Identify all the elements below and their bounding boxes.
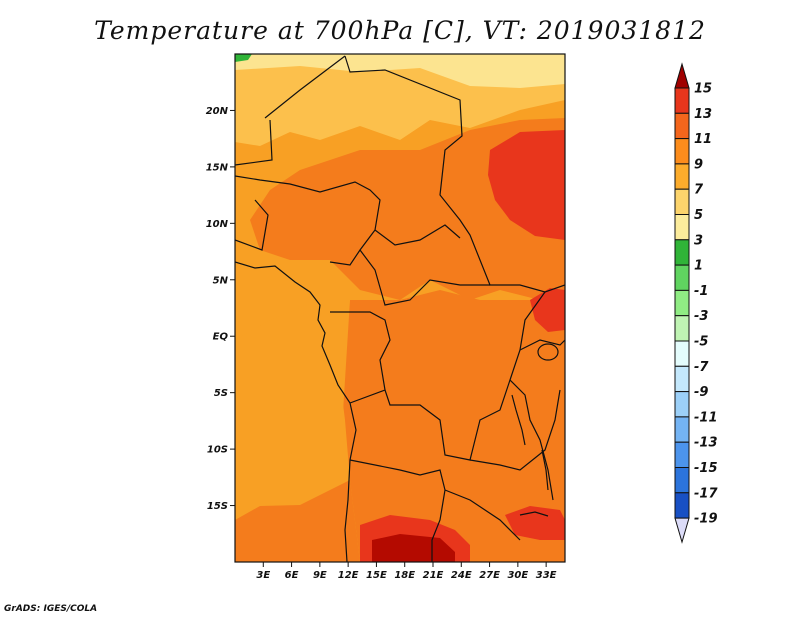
coastline-west <box>235 261 357 562</box>
border-congo <box>330 291 546 461</box>
field-hottest-south <box>372 534 455 562</box>
lon-tick-label: 6E <box>285 570 299 581</box>
colorbar-label: 1 <box>694 259 703 274</box>
lon-tick-label: 12E <box>338 570 359 581</box>
lakes <box>511 343 559 517</box>
latitude-axis: 20N 15N 10N 5N EQ 5S 10S 15S <box>206 106 235 512</box>
colorbar-segment <box>674 289 690 317</box>
lon-tick-label: 30E <box>507 570 528 581</box>
colorbar-label: 5 <box>694 208 703 223</box>
lon-tick-label: 15E <box>366 570 387 581</box>
colorbar-label: -15 <box>694 461 718 476</box>
colorbar-label: 11 <box>694 132 712 147</box>
colorbar-segment <box>674 138 690 165</box>
field-west-orange <box>235 300 350 540</box>
colorbar-segment <box>674 264 690 291</box>
colorbar-segment <box>674 239 690 266</box>
lon-tick-label: 9E <box>313 570 327 581</box>
colorbar-label: -19 <box>694 512 718 527</box>
field-hot-northeast <box>488 130 565 240</box>
field-green-corner <box>235 54 252 62</box>
lake-malawi <box>541 449 549 491</box>
map-title: Temperature at 700hPa [C], VT: 201903181… <box>94 16 706 45</box>
lat-tick-label: 5N <box>213 275 229 286</box>
colorbar-segment <box>674 163 690 190</box>
country-borders <box>235 55 565 562</box>
colorbar-label: -11 <box>694 410 718 425</box>
lake-tanganyika <box>511 394 526 446</box>
lake-kariba <box>519 511 549 517</box>
colorbar-segment <box>674 315 690 342</box>
field-hot-east <box>530 288 565 332</box>
colorbar-segment <box>674 467 690 494</box>
border-sahel <box>235 175 381 266</box>
lat-tick-label: 10S <box>207 445 228 456</box>
border-central <box>359 224 490 306</box>
lon-tick-label: 27E <box>479 570 500 581</box>
field-north-light <box>235 66 565 146</box>
field-southwest <box>235 480 360 562</box>
colorbar: 15 13 11 9 7 5 3 1 -1 -3 -5 -7 -9 -11 -13 -15 -17 -19 <box>674 62 718 544</box>
credit-text: GrADS: IGES/COLA <box>4 604 98 614</box>
longitude-axis: 3E 6E 9E 12E 15E 18E 21E 24E 27E 30E 33E <box>256 562 557 581</box>
colorbar-segment <box>674 365 690 393</box>
lat-tick-label: 5S <box>214 388 228 399</box>
colorbar-segment <box>674 492 690 519</box>
colorbar-label: -5 <box>694 335 708 350</box>
colorbar-label: 9 <box>694 157 703 172</box>
colorbar-label: 7 <box>694 183 704 198</box>
lon-tick-label: 18E <box>394 570 415 581</box>
colorbar-label: -17 <box>694 486 718 501</box>
lake-victoria <box>537 343 559 361</box>
colorbar-segment <box>674 87 690 114</box>
lon-tick-label: 21E <box>423 570 444 581</box>
lat-tick-label: 15S <box>207 501 228 512</box>
lat-tick-label: 10N <box>206 219 229 230</box>
colorbar-bottom-arrow <box>674 517 690 544</box>
colorbar-segment <box>674 340 690 367</box>
colorbar-top-arrow <box>674 62 690 89</box>
colorbar-label: -13 <box>694 436 718 451</box>
colorbar-label: -1 <box>694 284 708 299</box>
colorbar-segment <box>674 441 690 469</box>
border-east <box>509 339 565 501</box>
colorbar-segment <box>674 188 690 215</box>
border-west-stubs <box>235 119 273 251</box>
field-west-mid <box>340 290 565 562</box>
lon-tick-label: 24E <box>451 570 472 581</box>
colorbar-label: -3 <box>694 309 708 324</box>
field-central-belt <box>250 118 565 300</box>
lon-tick-label: 33E <box>536 570 557 581</box>
colorbar-label: -7 <box>694 360 709 375</box>
map-frame <box>234 53 566 563</box>
colorbar-segment <box>674 391 690 418</box>
colorbar-label: 3 <box>694 233 703 248</box>
colorbar-segment <box>674 112 690 140</box>
lon-tick-label: 3E <box>256 570 270 581</box>
colorbar-label: -9 <box>694 385 708 400</box>
colorbar-label: 15 <box>694 82 712 97</box>
colorbar-segment <box>674 416 690 443</box>
temperature-field <box>235 54 565 562</box>
lat-tick-label: EQ <box>213 332 229 343</box>
border-north <box>264 55 565 293</box>
border-south <box>349 389 561 562</box>
lat-tick-label: 15N <box>206 162 229 173</box>
colorbar-segment <box>674 214 690 241</box>
colorbar-label: 13 <box>694 107 712 122</box>
lat-tick-label: 20N <box>206 106 229 117</box>
